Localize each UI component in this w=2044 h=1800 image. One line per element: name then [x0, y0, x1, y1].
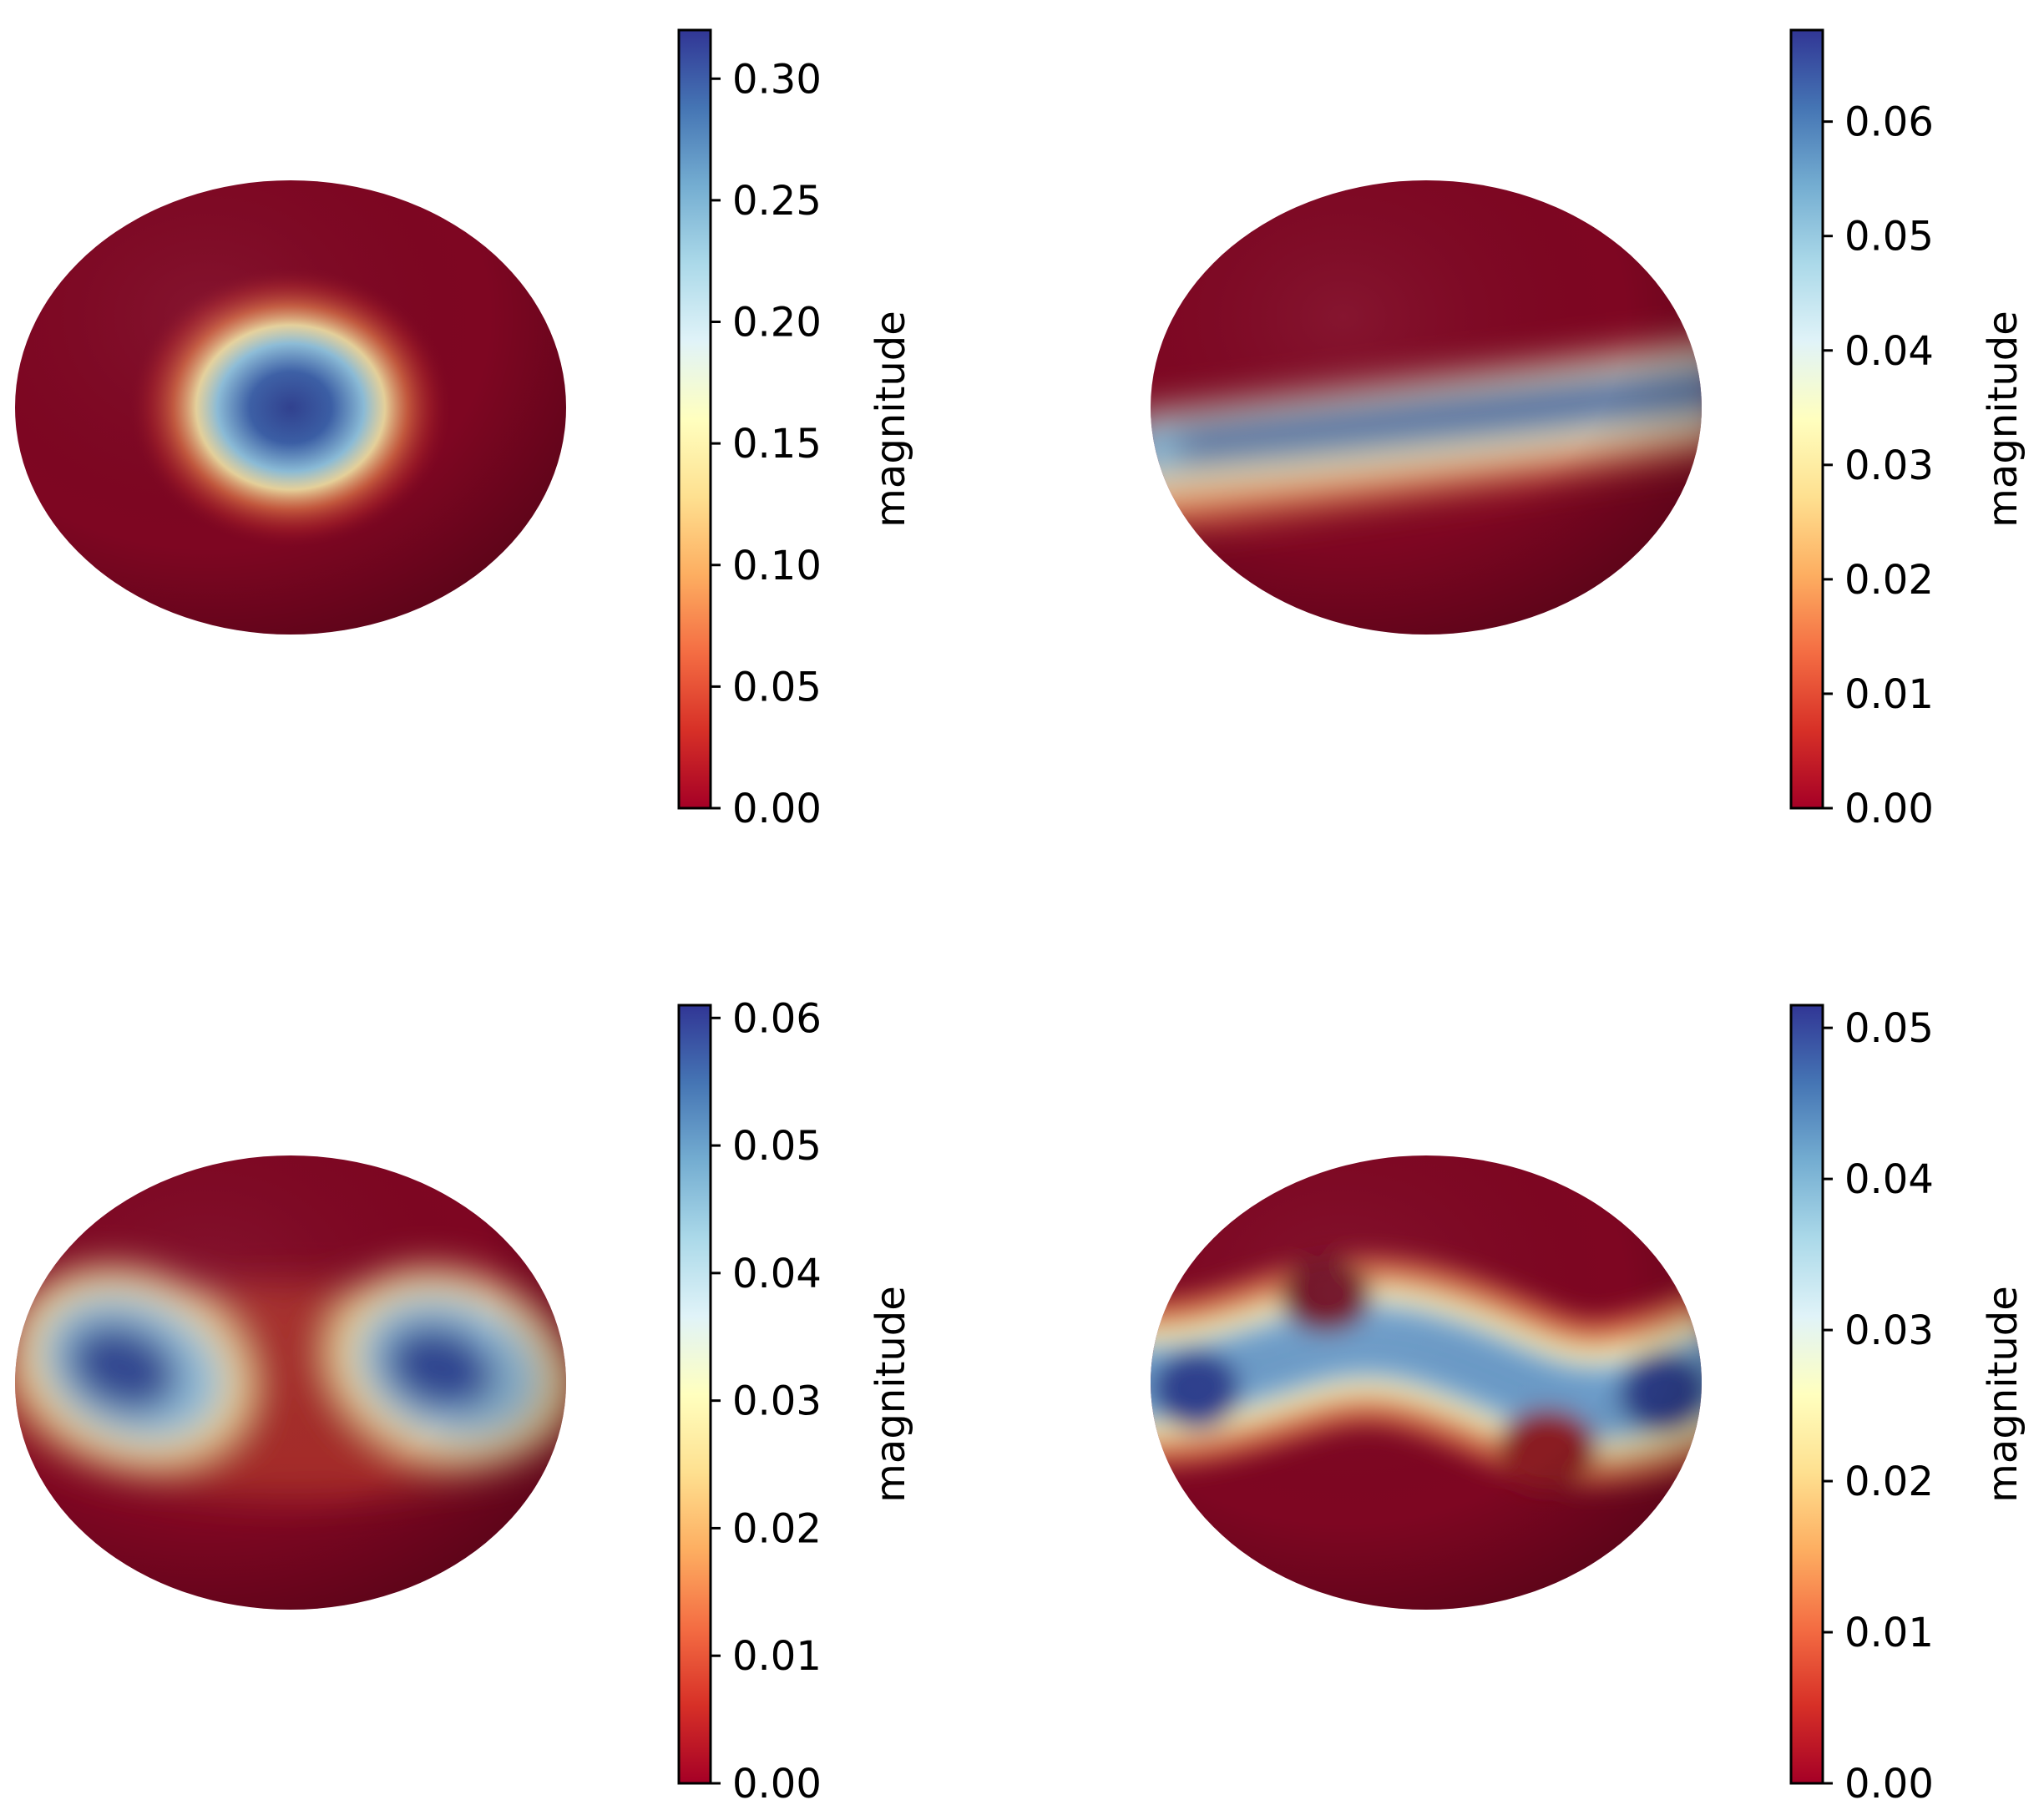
colorbar-tick-label: 0.02 [1844, 557, 1934, 604]
colorbar-label: magnitude [1980, 311, 2026, 528]
colorbar-tick-label: 0.20 [732, 300, 822, 346]
colorbar-tick-label: 0.01 [1844, 1610, 1934, 1656]
colorbar-tick-label: 0.00 [1844, 1761, 1934, 1800]
colorbar-tick-label: 0.06 [732, 995, 822, 1042]
colorbar: 0.00 0.05 0.10 0.15 0.20 0.25 0.30 magnitude [677, 28, 914, 832]
panel-2: 0.00 0.01 0.02 0.03 0.04 0.05 0.06 magnitude [1151, 28, 2026, 832]
colorbar-tick-label: 0.25 [732, 178, 822, 225]
sphere-shading [15, 1155, 566, 1610]
colorbar-label: magnitude [868, 1286, 914, 1503]
colorbar-gradient [1789, 1004, 1824, 1785]
panel-3: 0.00 0.01 0.02 0.03 0.04 0.05 0.06 magnitude [15, 995, 914, 1800]
colorbar-tick-label: 0.05 [732, 1123, 822, 1170]
colorbar-tick-label: 0.03 [1844, 1307, 1934, 1354]
colorbar-gradient [677, 28, 712, 810]
colorbar-tick-label: 0.15 [732, 421, 822, 468]
panel-1: 0.00 0.05 0.10 0.15 0.20 0.25 0.30 magnitude [15, 28, 914, 832]
colorbar-tick-label: 0.05 [1844, 214, 1934, 260]
colorbar-tick-label: 0.03 [732, 1378, 822, 1425]
colorbar-tick-label: 0.10 [732, 543, 822, 589]
colorbar-gradient [1789, 28, 1824, 810]
colorbar-tick-label: 0.01 [1844, 671, 1934, 718]
colorbar-gradient [677, 1004, 712, 1785]
colorbar-tick-label: 0.00 [732, 786, 822, 832]
colorbar-tick-label: 0.00 [1844, 786, 1934, 832]
sphere-shading [1151, 1155, 1702, 1610]
colorbar-tick-label: 0.03 [1844, 442, 1934, 489]
colorbar: 0.00 0.01 0.02 0.03 0.04 0.05 0.06 magnitude [677, 995, 914, 1800]
colorbar-tick-label: 0.04 [1844, 1156, 1934, 1203]
colorbar-tick-label: 0.00 [732, 1761, 822, 1800]
colorbar-tick-label: 0.05 [732, 664, 822, 710]
colorbar-tick-label: 0.06 [1844, 99, 1934, 146]
colorbar-tick-label: 0.04 [732, 1251, 822, 1297]
colorbar-tick-label: 0.05 [1844, 1005, 1934, 1052]
colorbar-label: magnitude [868, 311, 914, 528]
colorbar: 0.00 0.01 0.02 0.03 0.04 0.05 0.06 magnitude [1789, 28, 2026, 832]
colorbar-tick-label: 0.30 [732, 56, 822, 103]
colorbar-tick-label: 0.02 [1844, 1459, 1934, 1505]
colorbar-tick-label: 0.04 [1844, 328, 1934, 375]
colorbar-tick-label: 0.02 [732, 1505, 822, 1552]
sphere-shading [15, 180, 566, 635]
colorbar-label: magnitude [1980, 1286, 2026, 1503]
sphere-shading [1151, 180, 1702, 635]
panel-4: 0.00 0.01 0.02 0.03 0.04 0.05 magnitude [1151, 1004, 2026, 1800]
colorbar-tick-label: 0.01 [732, 1633, 822, 1680]
colorbar: 0.00 0.01 0.02 0.03 0.04 0.05 magnitude [1789, 1004, 2026, 1800]
